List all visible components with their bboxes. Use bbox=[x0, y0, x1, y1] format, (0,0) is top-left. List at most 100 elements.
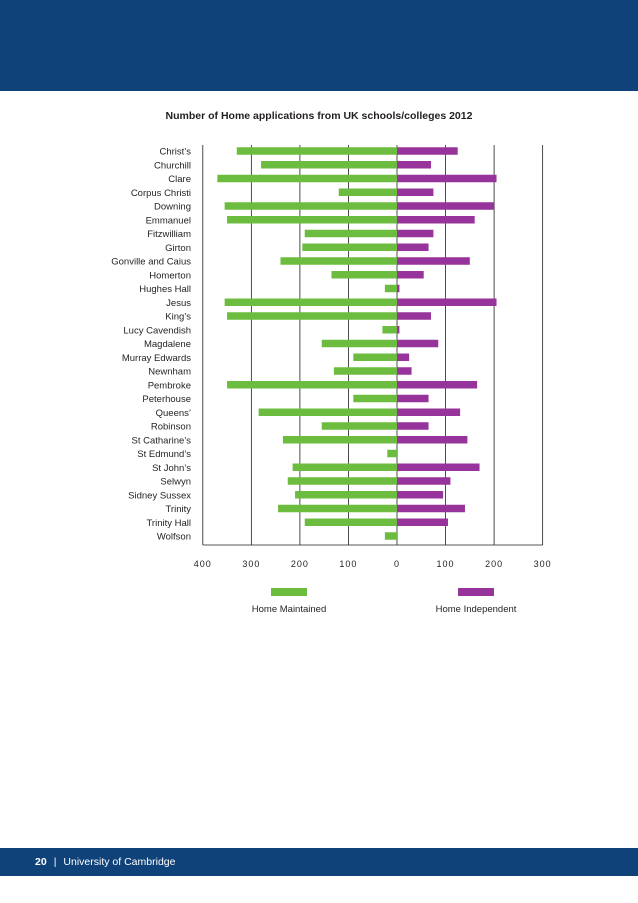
bar-home-maintained bbox=[384, 284, 397, 293]
bar-home-independent bbox=[397, 339, 439, 348]
legend-label: Home Maintained bbox=[252, 604, 326, 615]
category-label: Peterhouse bbox=[142, 394, 191, 405]
bars bbox=[217, 147, 497, 540]
bar-home-independent bbox=[397, 312, 431, 320]
category-label: Selwyn bbox=[160, 477, 191, 488]
bar-home-maintained bbox=[382, 326, 397, 334]
category-label: Jesus bbox=[166, 298, 191, 309]
category-label: Girton bbox=[165, 243, 191, 254]
x-tick-label: 200 bbox=[291, 559, 309, 569]
category-label: Pembroke bbox=[148, 380, 191, 391]
top-banner bbox=[0, 0, 638, 91]
category-label: Murray Edwards bbox=[122, 353, 191, 364]
category-label: Trinity bbox=[165, 504, 191, 515]
footer-banner: 20 | University of Cambridge bbox=[0, 848, 638, 876]
category-label: King’s bbox=[165, 312, 191, 323]
bar-home-independent bbox=[397, 381, 478, 389]
chart-title: Number of Home applications from UK scho… bbox=[165, 110, 473, 122]
category-label: Christ’s bbox=[160, 147, 192, 158]
bar-home-independent bbox=[397, 257, 470, 265]
category-label: St Edmund’s bbox=[137, 449, 191, 460]
bar-home-maintained bbox=[333, 367, 397, 375]
x-tick-label: 300 bbox=[534, 559, 552, 569]
category-label: Fitzwilliam bbox=[147, 229, 191, 240]
footer-separator: | bbox=[53, 856, 57, 868]
bar-home-independent bbox=[397, 202, 495, 210]
x-tick-label: 0 bbox=[394, 559, 400, 569]
category-label: Trinity Hall bbox=[146, 518, 191, 529]
bar-home-maintained bbox=[353, 394, 397, 403]
bar-home-independent bbox=[397, 243, 429, 251]
bar-home-maintained bbox=[227, 381, 397, 389]
bar-home-independent bbox=[397, 161, 431, 169]
bar-home-maintained bbox=[321, 339, 397, 348]
category-label: Newnham bbox=[148, 367, 191, 378]
bar-home-maintained bbox=[227, 312, 397, 320]
bar-home-independent bbox=[397, 367, 412, 375]
x-tick-labels: 400 300 200 100 0 100 200 300 bbox=[194, 559, 552, 569]
category-label: Robinson bbox=[151, 422, 191, 433]
x-tick-label: 300 bbox=[242, 559, 260, 569]
bar-home-maintained bbox=[331, 271, 397, 279]
category-label: Homerton bbox=[149, 270, 191, 281]
category-label: Gonville and Caius bbox=[111, 257, 191, 268]
bar-home-maintained bbox=[224, 202, 397, 210]
category-label: Lucy Cavendish bbox=[123, 325, 191, 336]
bar-home-independent bbox=[397, 463, 480, 471]
legend-swatch bbox=[458, 588, 494, 596]
bar-home-independent bbox=[397, 504, 465, 513]
bar-home-maintained bbox=[217, 174, 397, 183]
bar-home-independent bbox=[397, 216, 475, 224]
bar-home-independent bbox=[397, 477, 451, 485]
bar-home-independent bbox=[397, 436, 468, 444]
category-label: Emmanuel bbox=[146, 215, 191, 226]
category-label: Queens’ bbox=[156, 408, 191, 419]
x-tick-label: 200 bbox=[485, 559, 503, 569]
bar-home-maintained bbox=[282, 436, 397, 444]
bar-home-maintained bbox=[261, 161, 397, 169]
bar-home-independent bbox=[397, 326, 400, 334]
bar-home-independent bbox=[397, 284, 400, 293]
category-label: Magdalene bbox=[144, 339, 191, 350]
bar-home-maintained bbox=[258, 408, 397, 416]
category-label: Downing bbox=[154, 202, 191, 213]
category-label: Churchill bbox=[154, 160, 191, 171]
bar-home-maintained bbox=[353, 353, 397, 361]
bar-home-maintained bbox=[338, 188, 397, 196]
bar-home-maintained bbox=[236, 147, 397, 155]
category-label: St John’s bbox=[152, 463, 191, 474]
bar-home-maintained bbox=[278, 504, 397, 513]
bar-home-independent bbox=[397, 147, 458, 155]
category-label: Wolfson bbox=[157, 532, 191, 543]
bar-home-independent bbox=[397, 394, 429, 403]
category-label: Sidney Sussex bbox=[128, 490, 191, 501]
category-label: Corpus Christi bbox=[131, 188, 191, 199]
x-tick-label: 100 bbox=[339, 559, 357, 569]
bar-home-independent bbox=[397, 229, 434, 238]
page-number: 20 bbox=[35, 856, 47, 868]
bar-home-maintained bbox=[287, 477, 397, 485]
bar-home-independent bbox=[397, 408, 461, 416]
category-label: Clare bbox=[168, 174, 191, 185]
bar-home-maintained bbox=[384, 532, 397, 540]
bar-home-maintained bbox=[295, 491, 397, 499]
category-labels: Christ’s Churchill Clare Corpus Christi Down… bbox=[111, 147, 191, 543]
bar-home-independent bbox=[397, 422, 429, 430]
bar-home-maintained bbox=[292, 463, 397, 471]
bar-home-maintained bbox=[224, 298, 397, 306]
bar-home-independent bbox=[397, 518, 448, 526]
bar-home-independent bbox=[397, 188, 434, 196]
bar-home-independent bbox=[397, 491, 444, 499]
x-tick-label: 100 bbox=[437, 559, 455, 569]
x-tick-label: 400 bbox=[194, 559, 212, 569]
bar-home-maintained bbox=[304, 229, 397, 238]
bar-home-maintained bbox=[387, 449, 397, 458]
legend: Home Maintained Home Independent bbox=[252, 588, 517, 615]
bar-home-maintained bbox=[227, 216, 397, 224]
bar-home-maintained bbox=[321, 422, 397, 430]
bar-home-independent bbox=[397, 174, 497, 183]
category-label: St Catharine’s bbox=[132, 435, 192, 446]
bar-home-independent bbox=[397, 271, 424, 279]
bar-home-independent bbox=[397, 298, 497, 306]
